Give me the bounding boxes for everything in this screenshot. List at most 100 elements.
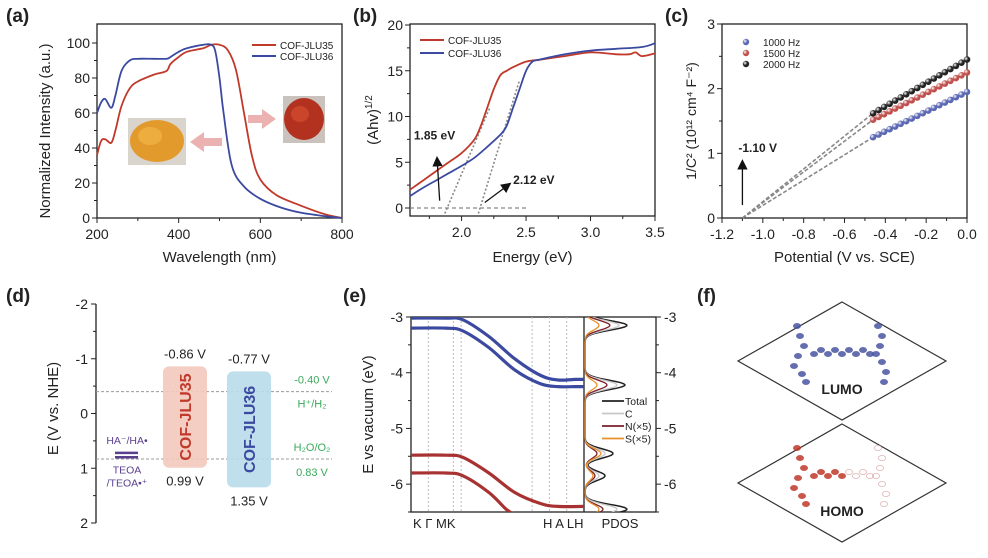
y-tick-label: 0 <box>82 210 90 226</box>
y-tick-label: 2 <box>80 515 88 531</box>
orbital-lobe <box>838 350 847 357</box>
plot-frame-b <box>409 23 656 217</box>
panel-label-d: (d) <box>6 286 30 307</box>
data-point <box>958 91 965 98</box>
data-point <box>936 72 943 79</box>
pdos-curve-total <box>584 317 628 512</box>
y-tick-label: 1 <box>80 460 88 476</box>
y-tick-label: -4 <box>391 365 404 381</box>
donor-label-ha: HA⁻/HA• <box>106 435 148 447</box>
legend-label: S(×5) <box>625 434 651 446</box>
y-tick-label: -6 <box>391 476 404 492</box>
data-point <box>913 84 921 92</box>
data-point <box>891 123 899 130</box>
legend-label: Total <box>625 396 647 408</box>
x-tick-label: 800 <box>330 226 354 242</box>
donor-label-teoa2: /TEOA•⁺ <box>107 477 148 489</box>
data-point <box>925 88 932 96</box>
y-axis-label-sup: 1/2 <box>364 95 375 109</box>
legend-label: COF-JLU35 <box>280 41 334 52</box>
y-tick-label-right: -4 <box>664 365 677 381</box>
data-point <box>963 56 971 63</box>
orbital-lobe <box>798 370 807 377</box>
x-tick-label: -0.8 <box>792 226 816 242</box>
data-point <box>902 99 910 107</box>
series-line-cof-jlu35 <box>96 43 343 219</box>
orbital-lobe <box>880 500 889 507</box>
x-tick-label: -1.2 <box>710 226 734 242</box>
x-tick-label: 200 <box>85 226 109 242</box>
x-axis-label-b: Energy (eV) <box>492 249 572 266</box>
data-point <box>919 109 927 117</box>
data-point <box>925 107 932 114</box>
orbital-lobe <box>796 454 805 461</box>
data-point <box>941 80 949 87</box>
homo-label: HOMO <box>820 503 864 519</box>
red-powder-highlight <box>291 106 309 122</box>
orbital-lobe <box>880 378 889 385</box>
legend-label: 1000 Hz <box>763 38 800 49</box>
orbital-lobe <box>794 474 803 481</box>
vb-label: 0.99 V <box>166 474 204 489</box>
annotation-2-12ev: 2.12 eV <box>513 173 554 187</box>
orbital-lobe <box>866 472 875 479</box>
orbital-lobe <box>872 350 881 357</box>
data-point <box>936 83 943 90</box>
data-point <box>886 100 893 108</box>
pdos-curve-c <box>584 317 620 512</box>
legend-label: COF-JLU36 <box>448 49 502 60</box>
data-point <box>930 85 938 93</box>
y-tick-label: -3 <box>391 309 404 325</box>
panel-label-a: (a) <box>6 6 29 27</box>
legend-label: COF-JLU36 <box>280 52 334 63</box>
data-point <box>869 116 877 124</box>
lumo-orbital <box>790 322 891 385</box>
orbital-lobe <box>831 346 840 353</box>
y-axis-label-a: Normalized Intensity (a.u.) <box>37 43 54 218</box>
x-tick-label: 3.0 <box>581 224 601 240</box>
reference-couple: H⁺/H₂ <box>297 399 326 411</box>
panel-label-f: (f) <box>697 286 716 307</box>
orbital-lobe <box>852 472 861 479</box>
band-vb2 <box>411 471 513 512</box>
legend-label: COF-JLU35 <box>448 36 502 47</box>
data-point <box>958 71 965 79</box>
y-tick-label: 40 <box>74 140 90 156</box>
kpath-label-left: K Γ MK <box>413 516 456 531</box>
orbital-lobe <box>878 332 887 339</box>
orbital-lobe <box>802 378 811 385</box>
orbital-lobe <box>876 464 885 471</box>
orbital-lobe <box>800 342 809 349</box>
data-point <box>875 131 882 138</box>
pdos-curve-n <box>584 317 611 512</box>
data-point <box>958 59 965 67</box>
tangent-jlu35 <box>444 107 491 214</box>
panel-f: (f) LUMO HOMO <box>697 286 948 543</box>
reference-value: -0.40 V <box>294 375 330 387</box>
orbital-lobe <box>810 472 819 479</box>
orbital-lobe <box>838 472 847 479</box>
x-tick-label: -1.0 <box>751 226 775 242</box>
x-tick-label: -0.4 <box>873 226 897 242</box>
orange-powder-photo <box>128 118 186 165</box>
y-tick-label-right: -6 <box>664 476 677 492</box>
orbital-lobe <box>817 468 826 475</box>
arrow-left-icon <box>190 132 222 152</box>
y-tick-label: 0 <box>80 406 88 422</box>
y-axis-label-c: 1/C² (10¹² cm⁴ F⁻²) <box>683 62 699 180</box>
data-point <box>908 115 916 122</box>
y-tick-label-right: -3 <box>664 309 677 325</box>
y-tick-label: 5 <box>395 154 403 170</box>
reference-value: 0.83 V <box>296 467 328 479</box>
orbital-lobe <box>876 342 885 349</box>
orbital-lobe <box>878 454 887 461</box>
data-point <box>947 96 954 104</box>
data-point <box>941 68 949 76</box>
legend-marker <box>742 49 750 57</box>
cb-label: -0.77 V <box>228 351 270 366</box>
x-tick-label: 600 <box>249 226 273 242</box>
data-point <box>897 120 905 128</box>
data-point <box>941 99 949 106</box>
legend-label: N(×5) <box>625 421 652 433</box>
